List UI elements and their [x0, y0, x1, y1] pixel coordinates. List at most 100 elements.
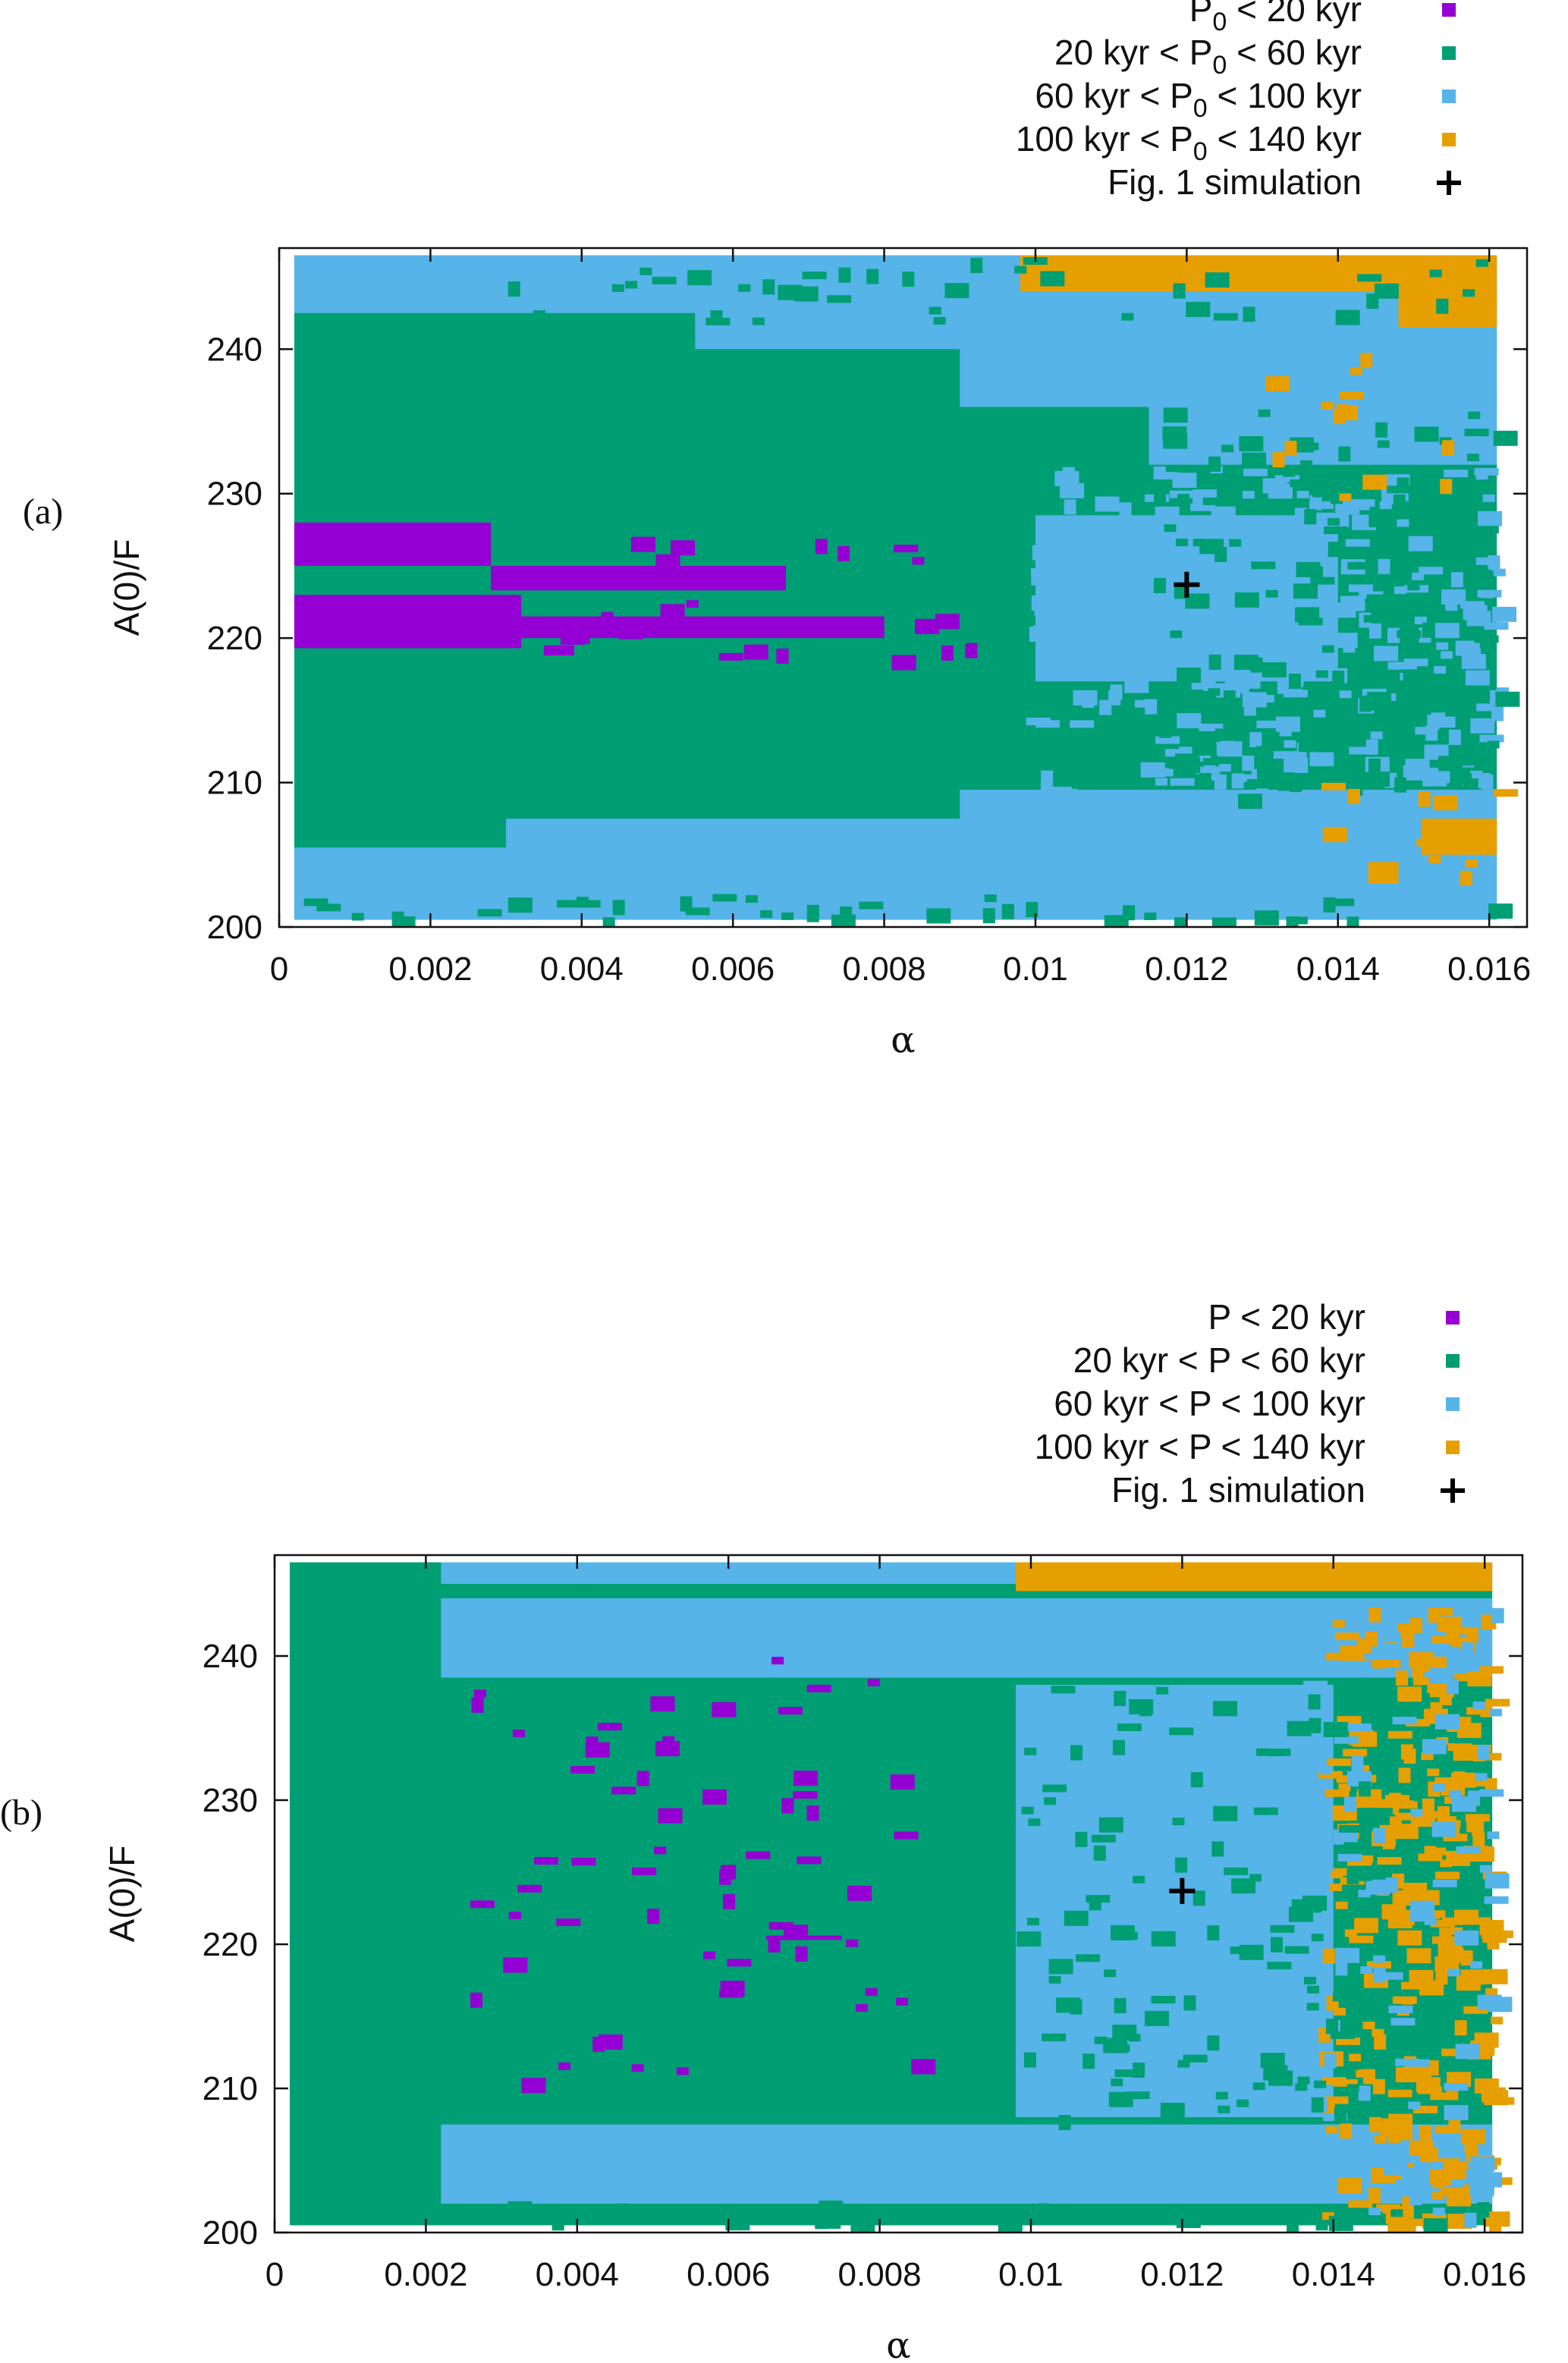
- heatmap-cell-blue: [1218, 526, 1243, 534]
- heatmap-cell-purple: [914, 618, 939, 634]
- heatmap-cell-green: [1315, 2223, 1328, 2231]
- heatmap-cell-blue: [1139, 644, 1152, 652]
- heatmap-cell-blue: [1113, 624, 1126, 632]
- heatmap-cell-green: [556, 900, 581, 908]
- heatmap-cell-blue: [1492, 606, 1517, 622]
- heatmap-cell-orange: [1334, 1632, 1359, 1641]
- heatmap-cell-orange: [1441, 2048, 1466, 2057]
- heatmap-cell-green: [1383, 518, 1396, 534]
- heatmap-cell-green: [850, 2224, 875, 2233]
- heatmap-cell-orange: [1346, 405, 1359, 421]
- heatmap-cell-green: [1111, 2079, 1123, 2087]
- y-tick-label: 230: [203, 1782, 258, 1819]
- heatmap-cell-green: [1332, 671, 1345, 687]
- heatmap-cell-blue: [1319, 1767, 1332, 1775]
- heatmap-cell-orange: [1481, 1614, 1494, 1630]
- heatmap-cell-blue: [1370, 731, 1383, 740]
- heatmap-cell-green: [1423, 2218, 1448, 2233]
- heatmap-cell-green: [1037, 2203, 1050, 2211]
- heatmap-cell-green: [1185, 593, 1210, 609]
- heatmap-cell-blue: [1488, 1997, 1513, 2013]
- heatmap-cell-orange: [1326, 2126, 1339, 2134]
- heatmap-cell-blue: [1166, 573, 1179, 582]
- heatmap-cell-blue: [1138, 564, 1151, 573]
- heatmap-cell-blue: [1145, 699, 1158, 715]
- heatmap-cell-green: [507, 897, 533, 913]
- heatmap-cell-purple: [556, 1918, 581, 1927]
- heatmap-cell-blue: [1170, 778, 1195, 786]
- heatmap-cell-green: [1407, 583, 1420, 591]
- heatmap-cell-green: [1048, 1959, 1073, 1975]
- heatmap-cell-blue: [1273, 751, 1298, 759]
- heatmap-cell-blue: [1202, 683, 1227, 691]
- heatmap-cell-purple: [965, 643, 978, 658]
- legend-swatch: [1442, 133, 1456, 146]
- heatmap-cell-orange: [1321, 2212, 1334, 2220]
- heatmap-cell-green: [1429, 269, 1442, 278]
- heatmap-cell-green: [1123, 905, 1136, 921]
- x-tick-label: 0.01: [1003, 951, 1068, 988]
- heatmap-cell-orange: [1354, 1918, 1379, 1934]
- heatmap-cell-orange: [1434, 1847, 1447, 1856]
- heatmap-cell-green: [1330, 898, 1355, 907]
- heatmap-cell-green: [1438, 756, 1463, 771]
- heatmap-cell-green: [1234, 592, 1259, 608]
- heatmap-cell-green: [1104, 915, 1129, 927]
- heatmap-cell-blue: [1477, 1745, 1490, 1761]
- heatmap-cell-green: [1325, 2019, 1338, 2035]
- heatmap-cell-green: [1460, 750, 1485, 766]
- heatmap-cell-blue: [1257, 618, 1270, 634]
- y-axis-label: A(0)/F: [102, 1846, 142, 1943]
- heatmap-cell-blue: [1265, 534, 1278, 550]
- heatmap-cell-orange: [1368, 2188, 1381, 2204]
- heatmap-cell-green: [1177, 2210, 1202, 2218]
- heatmap-cell-green: [1026, 901, 1039, 917]
- heatmap-cell-orange: [1491, 2016, 1504, 2025]
- heatmap-cell-purple: [521, 2078, 546, 2094]
- heatmap-cell-green: [1309, 1717, 1321, 1733]
- heatmap-cell-green: [1445, 709, 1458, 717]
- heatmap-cell-orange: [1366, 1961, 1391, 1969]
- heatmap-cell-orange: [1453, 1909, 1478, 1925]
- heatmap-cell-green: [1183, 1995, 1196, 2011]
- heatmap-cell-blue: [1160, 768, 1185, 777]
- heatmap-cell-purple: [534, 1857, 559, 1865]
- heatmap-cell-green: [1125, 2091, 1150, 2100]
- heatmap-cell-green: [1042, 2033, 1067, 2041]
- heatmap-cell-green: [1159, 722, 1172, 738]
- heatmap-cell-green: [1390, 2209, 1403, 2217]
- heatmap-cell-blue: [1298, 630, 1311, 639]
- heatmap-cell-orange: [1325, 1652, 1350, 1661]
- heatmap-cell-green: [1112, 1739, 1125, 1755]
- heatmap-cell-blue: [1032, 625, 1045, 633]
- heatmap-cell-blue: [1294, 507, 1307, 523]
- heatmap-cell-green: [859, 901, 884, 910]
- heatmap-cell-orange: [1428, 1615, 1441, 1623]
- heatmap-cell-green: [1251, 561, 1276, 570]
- heatmap-cell-green: [1083, 2053, 1095, 2069]
- heatmap-cell-green: [1298, 617, 1323, 626]
- heatmap-region-purple: [294, 595, 522, 649]
- heatmap-cell-green: [680, 896, 693, 912]
- heatmap-cell-green: [1121, 313, 1134, 321]
- heatmap-cell-purple: [894, 545, 919, 553]
- heatmap-cell-orange: [1460, 1950, 1473, 1966]
- heatmap-cell-blue: [1213, 592, 1226, 608]
- panel-b: 0 0.002 0.004 0.006 0.008 0.01 0.012 0.014 0.016…: [0, 1297, 1526, 2363]
- heatmap-cell-green: [1343, 1842, 1368, 1850]
- heatmap-cell-blue: [1351, 1755, 1364, 1771]
- heatmap-cell-purple: [471, 1697, 484, 1713]
- y-tick-label: 200: [207, 909, 262, 946]
- heatmap-cell-blue: [1392, 1717, 1417, 1725]
- heatmap-cell-green: [1221, 445, 1234, 453]
- heatmap-cell-blue: [1256, 788, 1269, 797]
- heatmap-cell-purple: [597, 1723, 622, 1731]
- heatmap-cell-orange: [1318, 1771, 1343, 1779]
- heatmap-cell-green: [1407, 749, 1420, 757]
- heatmap-cell-green: [1277, 783, 1302, 791]
- heatmap-cell-orange: [1376, 1659, 1401, 1667]
- heatmap-cell-blue: [1397, 519, 1409, 527]
- heatmap-cell-green: [1242, 452, 1267, 468]
- heatmap-cell-purple: [601, 611, 614, 627]
- legend-entry-label: Fig. 1 simulation: [1108, 162, 1362, 202]
